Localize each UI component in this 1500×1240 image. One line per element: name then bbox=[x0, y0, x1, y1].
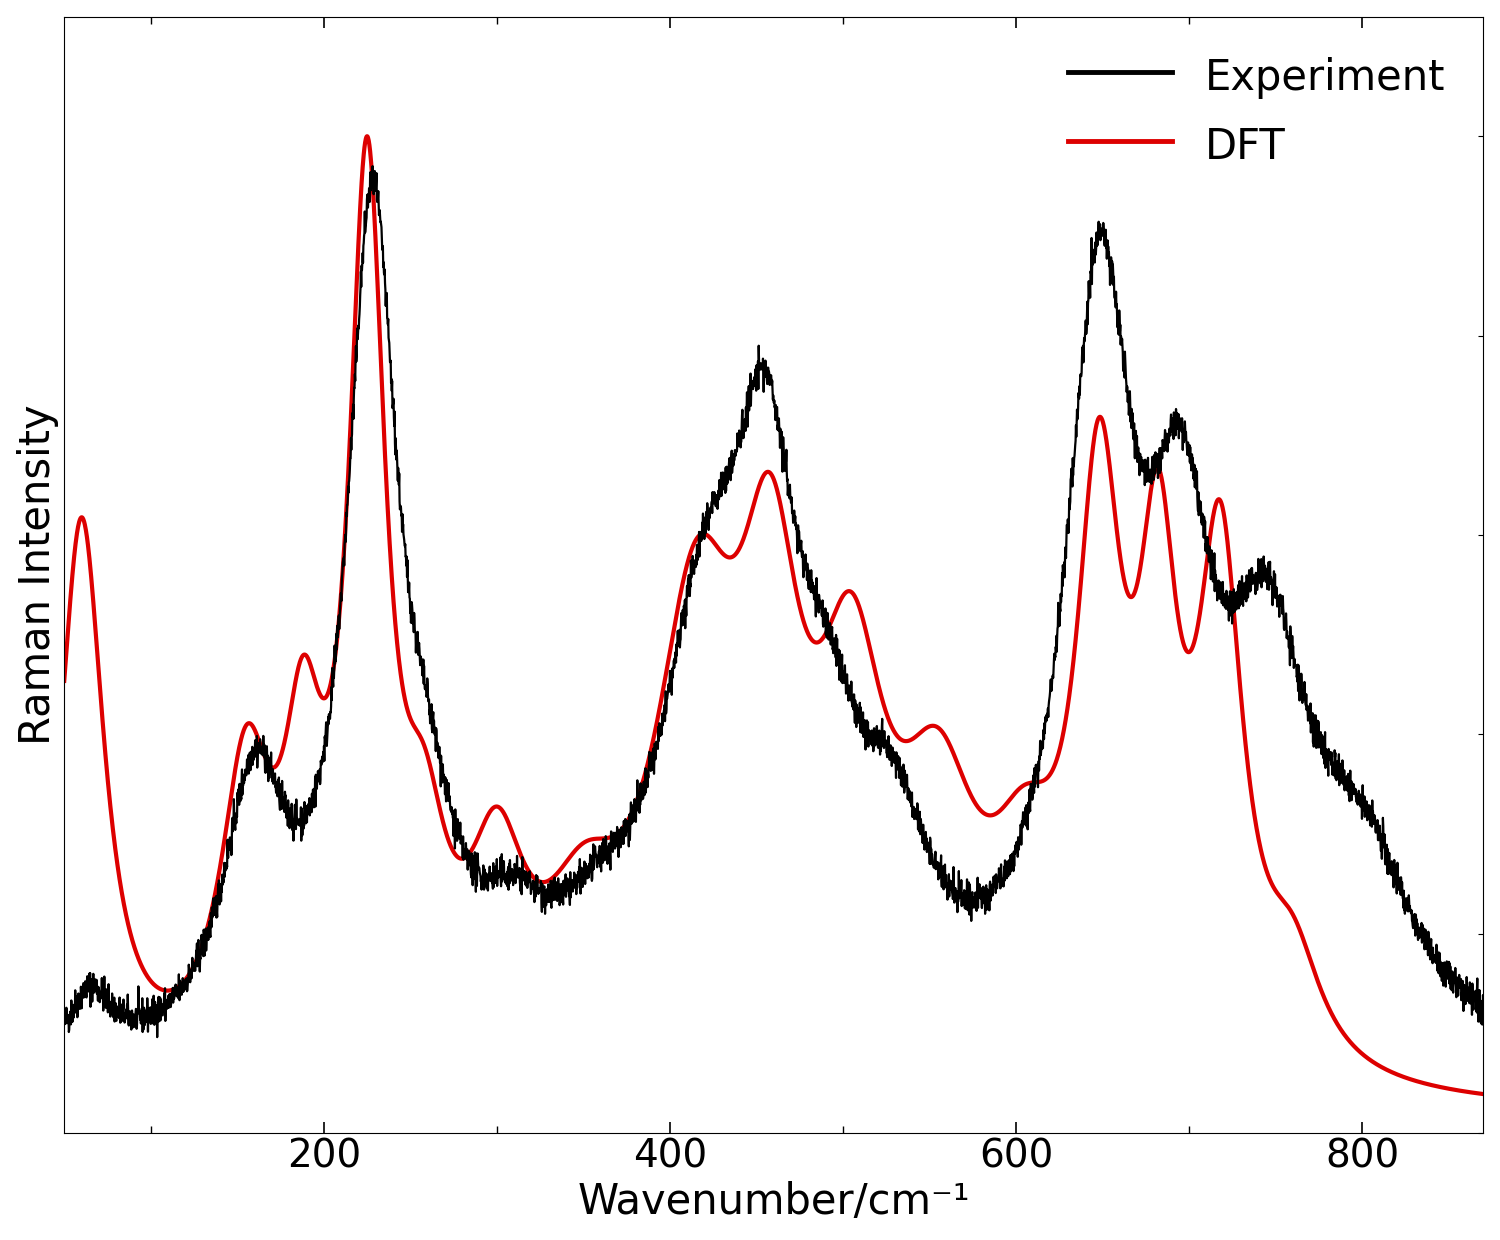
DFT bbox=[730, 542, 748, 557]
Experiment bbox=[148, 1029, 166, 1044]
Line: DFT: DFT bbox=[64, 136, 1484, 1094]
DFT bbox=[56, 673, 74, 688]
Experiment bbox=[1474, 998, 1492, 1013]
Experiment bbox=[363, 159, 381, 174]
Line: Experiment: Experiment bbox=[64, 166, 1484, 1037]
DFT bbox=[1086, 423, 1104, 438]
Y-axis label: Raman Intensity: Raman Intensity bbox=[16, 404, 58, 745]
DFT bbox=[1474, 1086, 1492, 1101]
Experiment bbox=[1088, 247, 1106, 262]
DFT bbox=[1360, 1052, 1378, 1066]
DFT bbox=[663, 631, 681, 646]
DFT bbox=[652, 694, 670, 709]
DFT bbox=[358, 129, 376, 144]
X-axis label: Wavenumber/cm⁻¹: Wavenumber/cm⁻¹ bbox=[578, 1182, 970, 1224]
Experiment bbox=[652, 728, 670, 743]
Experiment bbox=[1360, 808, 1378, 823]
Experiment bbox=[56, 1012, 74, 1027]
DFT bbox=[1431, 1080, 1449, 1095]
Experiment bbox=[663, 671, 681, 686]
Legend: Experiment, DFT: Experiment, DFT bbox=[1052, 37, 1462, 185]
Experiment bbox=[730, 423, 748, 438]
Experiment bbox=[1431, 968, 1449, 983]
